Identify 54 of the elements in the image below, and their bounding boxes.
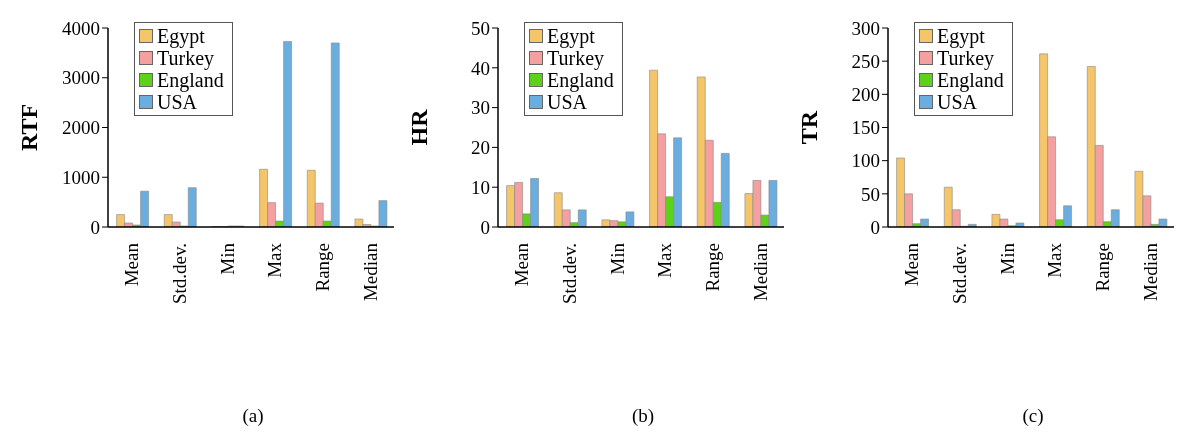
legend-label: Turkey: [157, 47, 215, 69]
y-tick-label: 200: [851, 84, 880, 106]
y-tick-label: 50: [861, 183, 880, 205]
legend-label: Egypt: [157, 25, 205, 47]
y-tick-label: 0: [870, 216, 880, 238]
x-tick-label: Max: [1044, 242, 1066, 278]
y-tick-label: 0: [480, 216, 490, 238]
x-tick-label: Std.dev.: [169, 243, 190, 305]
y-tick-label: 100: [851, 150, 880, 172]
legend-label: Turkey: [547, 47, 605, 69]
x-tick-label: Mean: [511, 242, 533, 287]
y-tick-label: 10: [471, 176, 490, 198]
legend-label: Turkey: [937, 47, 995, 69]
legend-label: England: [937, 69, 1004, 91]
y-tick-label: 50: [471, 17, 490, 39]
y-tick-label: 20: [471, 137, 490, 159]
y-axis-title: RTF: [15, 103, 42, 152]
y-tick-label: 40: [471, 57, 490, 79]
x-tick-label: Min: [606, 242, 628, 275]
x-tick-label: Median: [1139, 242, 1161, 302]
x-tick-label: Range: [1092, 243, 1113, 292]
y-tick-label: 3000: [62, 67, 100, 89]
y-tick-label: 1000: [62, 166, 100, 188]
x-tick-label: Min: [216, 242, 238, 275]
x-tick-label: Std.dev.: [949, 243, 970, 305]
text: (b): [630, 405, 656, 427]
x-tick-label: Range: [702, 243, 723, 292]
text: (a): [241, 405, 265, 427]
x-tick-label: Median: [359, 242, 381, 302]
x-tick-label: Std.dev.: [559, 243, 580, 305]
x-tick-label: Mean: [121, 242, 143, 287]
legend-label: England: [157, 69, 224, 91]
legend-label: USA: [547, 91, 587, 113]
legend-label: USA: [157, 91, 197, 113]
legend-label: Egypt: [547, 25, 595, 47]
y-tick-label: 300: [851, 17, 880, 39]
x-tick-label: Mean: [901, 242, 923, 287]
y-tick-label: 2000: [62, 117, 100, 139]
legend-label: Egypt: [937, 25, 985, 47]
y-tick-label: 250: [851, 50, 880, 72]
legend-label: England: [547, 69, 614, 91]
y-axis-title: HR: [405, 108, 432, 146]
y-tick-label: 150: [851, 117, 880, 139]
x-tick-label: Max: [264, 242, 286, 278]
x-tick-label: Max: [654, 242, 676, 278]
y-tick-label: 4000: [62, 17, 100, 39]
text: (c): [1021, 405, 1045, 427]
x-tick-label: Range: [312, 243, 333, 292]
legend-label: USA: [937, 91, 977, 113]
x-tick-label: Min: [996, 242, 1018, 275]
x-tick-label: Median: [749, 242, 771, 302]
y-tick-label: 30: [471, 97, 490, 119]
y-tick-label: 0: [90, 216, 100, 238]
y-axis-title: TR: [795, 110, 822, 145]
